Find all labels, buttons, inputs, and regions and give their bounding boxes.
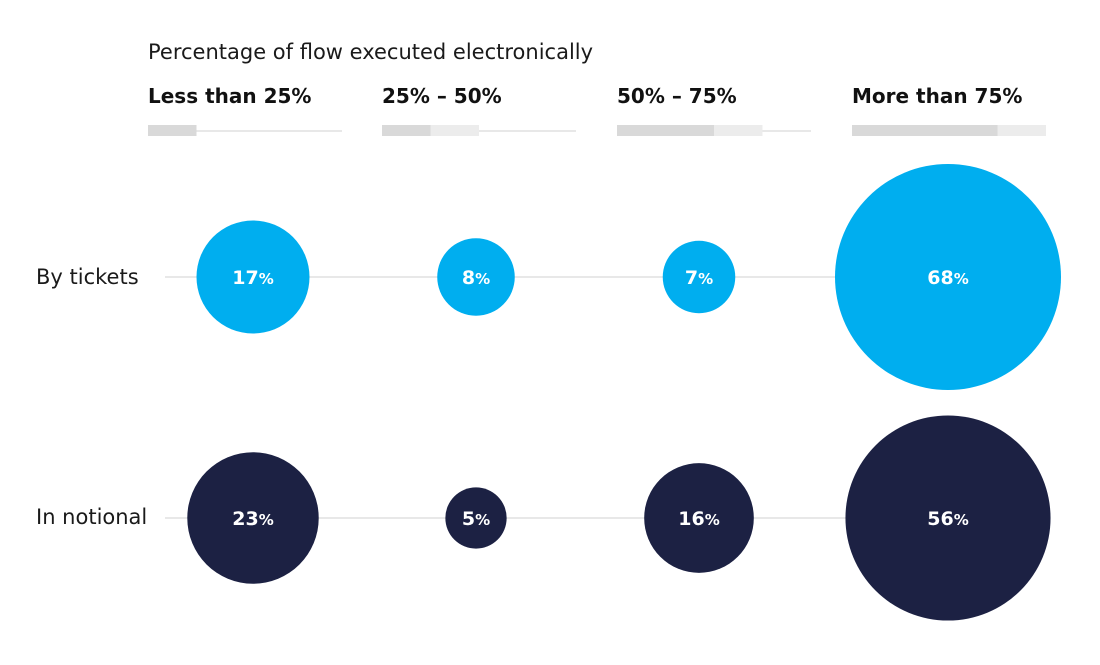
range-fill-band [714, 125, 763, 136]
range-fill-band [430, 125, 479, 136]
category-label-less-than-25: Less than 25% [148, 84, 312, 108]
bubble-label: 8% [462, 267, 490, 289]
bubble-by-tickets-2 [662, 240, 736, 314]
range-fill-lower [852, 125, 998, 136]
bubble-label: 17% [232, 267, 273, 289]
category-label-25-50: 25% – 50% [382, 84, 502, 108]
bubble-label: 7% [685, 267, 713, 289]
bubble-by-tickets-0 [196, 220, 310, 334]
bubble-label: 56% [927, 508, 968, 530]
range-fill-lower [617, 125, 714, 136]
bubble-in-notional-2 [644, 463, 754, 573]
row-label-by-tickets: By tickets [36, 265, 139, 289]
range-fill-band [997, 125, 1046, 136]
bubble-label: 23% [232, 508, 273, 530]
bubble-label: 68% [927, 267, 968, 289]
row-label-in-notional: In notional [36, 505, 148, 529]
chart-title: Percentage of flow executed electronical… [148, 40, 594, 64]
bubble-by-tickets-1 [437, 238, 515, 316]
range-fill-lower [382, 125, 431, 136]
category-label-50-75: 50% – 75% [617, 84, 737, 108]
range-fill [148, 125, 197, 136]
bubble-in-notional-1 [445, 487, 507, 549]
bubble-by-tickets-3 [835, 164, 1061, 390]
bubble-label: 16% [678, 508, 719, 530]
bubble-in-notional-0 [187, 452, 319, 584]
category-label-more-than-75: More than 75% [852, 84, 1023, 108]
bubble-label: 5% [462, 508, 490, 530]
bubble-in-notional-3 [845, 415, 1051, 621]
